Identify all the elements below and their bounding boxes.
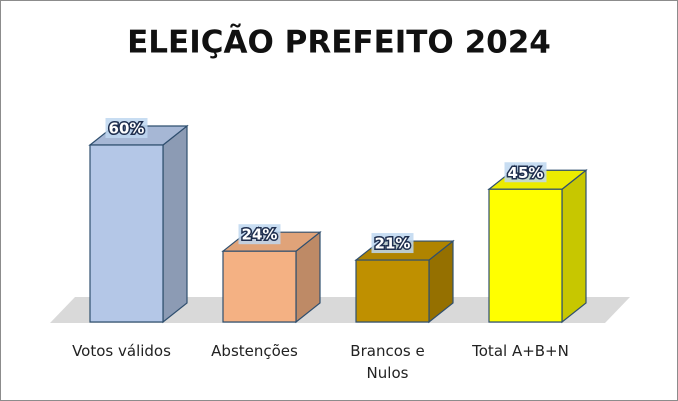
value-label-box	[504, 162, 547, 183]
category-label: Brancos e Nulos	[350, 342, 425, 382]
floor	[50, 297, 630, 323]
value-label: 60%	[109, 120, 145, 138]
value-label-box	[371, 233, 414, 254]
bar	[355, 259, 430, 323]
bar	[222, 250, 297, 323]
category-label: Votos válidos	[72, 342, 171, 360]
category-label: Abstenções	[211, 342, 298, 360]
value-label-box	[238, 224, 281, 245]
value-label-box	[105, 118, 148, 138]
value-label: 21%	[375, 235, 411, 253]
bar-side	[162, 124, 188, 324]
bar	[89, 144, 164, 323]
chart-title: ELEIÇÃO PREFEITO 2024	[127, 24, 551, 61]
category-label: Total A+B+N	[472, 342, 569, 360]
bar	[488, 188, 563, 323]
value-label: 45%	[508, 164, 544, 182]
bar-side	[561, 169, 587, 324]
value-label: 24%	[242, 226, 278, 244]
